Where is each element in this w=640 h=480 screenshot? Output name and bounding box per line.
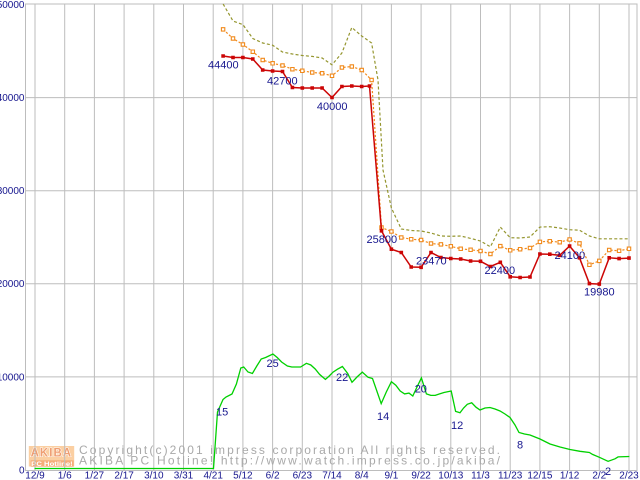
svg-text:11/23: 11/23 — [498, 471, 523, 480]
svg-text:2: 2 — [605, 466, 611, 478]
svg-text:25: 25 — [267, 358, 279, 370]
svg-text:1/27: 1/27 — [85, 471, 105, 480]
svg-text:PC Hotline!: PC Hotline! — [31, 462, 72, 468]
svg-text:8: 8 — [517, 440, 523, 452]
svg-text:2/2: 2/2 — [592, 471, 606, 480]
svg-text:AKIBA: AKIBA — [31, 448, 72, 460]
svg-text:AKIBA PC Hotline! http://www.w: AKIBA PC Hotline! http://www.watch.impre… — [79, 454, 501, 468]
svg-text:10000: 10000 — [0, 372, 25, 383]
svg-text:11/3: 11/3 — [471, 471, 490, 480]
svg-text:12: 12 — [451, 420, 463, 432]
svg-text:24100: 24100 — [555, 250, 586, 262]
svg-text:23470: 23470 — [416, 256, 447, 268]
svg-text:9/1: 9/1 — [384, 471, 398, 480]
svg-text:30000: 30000 — [0, 186, 25, 197]
svg-text:6/2: 6/2 — [266, 471, 280, 480]
svg-text:9/22: 9/22 — [411, 471, 431, 480]
svg-text:4/21: 4/21 — [203, 471, 223, 480]
svg-text:8/4: 8/4 — [355, 471, 369, 480]
svg-text:15: 15 — [216, 407, 228, 419]
svg-text:6/23: 6/23 — [293, 471, 313, 480]
svg-text:20: 20 — [415, 384, 427, 396]
svg-text:12/9: 12/9 — [25, 471, 45, 480]
svg-text:40000: 40000 — [317, 101, 348, 113]
svg-text:22: 22 — [336, 372, 348, 384]
svg-text:50000: 50000 — [0, 0, 25, 11]
svg-text:19980: 19980 — [584, 287, 615, 299]
svg-text:42700: 42700 — [267, 76, 298, 88]
svg-text:12/15: 12/15 — [527, 471, 552, 480]
svg-text:3/31: 3/31 — [174, 471, 194, 480]
svg-text:14: 14 — [377, 411, 389, 423]
svg-text:10/13: 10/13 — [438, 471, 463, 480]
svg-text:22400: 22400 — [485, 265, 516, 277]
svg-text:44400: 44400 — [208, 60, 239, 72]
svg-text:0: 0 — [19, 465, 25, 476]
svg-text:40000: 40000 — [0, 93, 25, 104]
svg-text:25800: 25800 — [367, 234, 398, 246]
svg-text:1/6: 1/6 — [58, 471, 72, 480]
svg-text:5/12: 5/12 — [233, 471, 253, 480]
svg-text:3/10: 3/10 — [144, 471, 164, 480]
svg-text:20000: 20000 — [0, 279, 25, 290]
svg-text:1/12: 1/12 — [560, 471, 580, 480]
svg-text:2/17: 2/17 — [114, 471, 134, 480]
svg-text:2/23: 2/23 — [619, 471, 639, 480]
svg-text:7/14: 7/14 — [322, 471, 342, 480]
